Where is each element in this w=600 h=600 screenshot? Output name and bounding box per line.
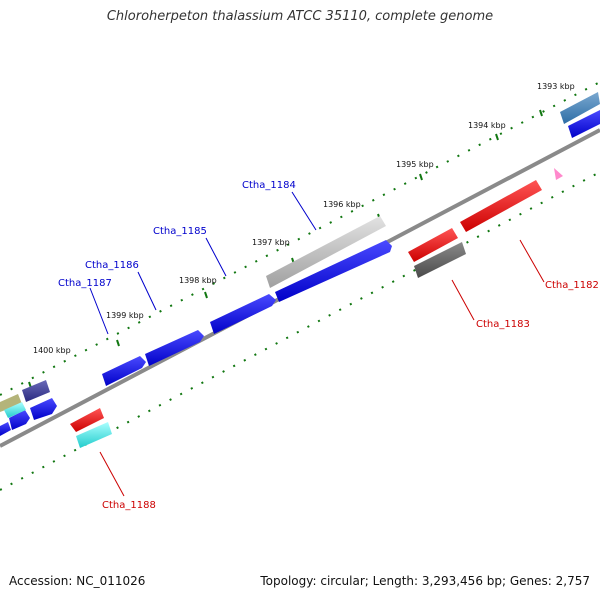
gene-arrow-ctha-1184-pseudo[interactable] [266, 216, 386, 288]
gene-arrow-left-1[interactable] [30, 398, 57, 420]
map-title: Chloroherpeton thalassium ATCC 35110, co… [106, 9, 494, 24]
gene-label[interactable]: Ctha_1187 [58, 278, 112, 289]
outer-tick-ring [0, 81, 600, 396]
reverse-genes [70, 168, 563, 448]
gene-label[interactable]: Ctha_1185 [153, 226, 207, 237]
gene-arrow-ctha-1182-b[interactable] [408, 228, 458, 262]
gene-label[interactable]: Ctha_1182 [545, 280, 599, 291]
major-ticks [28, 109, 543, 389]
gene-arrow-ctha-1182[interactable] [460, 180, 542, 232]
scale-label: 1397 kbp [252, 238, 290, 247]
inner-tick-ring [0, 171, 600, 491]
gene-arrow-left-navy[interactable] [22, 380, 50, 402]
scale-label: 1399 kbp [106, 311, 144, 320]
small-marker[interactable] [554, 168, 563, 180]
label-connectors [89, 191, 545, 497]
gene-arrow-ctha-1188[interactable] [76, 422, 112, 448]
gene-arrow-left-2[interactable] [9, 410, 30, 430]
forward-genes [0, 92, 600, 436]
gene-arrow-ctha-1183[interactable] [414, 242, 466, 278]
gene-label[interactable]: Ctha_1186 [85, 260, 139, 271]
scale-label: 1400 kbp [33, 346, 71, 355]
gene-arrow-ctha-1186[interactable] [145, 330, 204, 366]
gene-arrow-right-2[interactable] [560, 92, 600, 124]
scale-label: 1394 kbp [468, 121, 506, 130]
scale-label: 1398 kbp [179, 276, 217, 285]
gene-label[interactable]: Ctha_1184 [242, 180, 296, 191]
scale-label: 1393 kbp [537, 82, 575, 91]
genome-summary: Topology: circular; Length: 3,293,456 bp… [260, 574, 590, 588]
gene-label[interactable]: Ctha_1183 [476, 319, 530, 330]
gene-arrow-ctha-1185[interactable] [210, 294, 276, 334]
gene-arrow-left-3[interactable] [0, 422, 11, 436]
scale-label: 1395 kbp [396, 160, 434, 169]
gene-arrow-right-1[interactable] [568, 110, 600, 138]
gene-arrow-ctha-1187[interactable] [102, 356, 146, 386]
gene-arrow-ctha-1188-red[interactable] [70, 408, 104, 432]
gene-arrow-left-olive[interactable] [0, 394, 22, 412]
gene-arrow-left-cyan[interactable] [4, 402, 26, 418]
gene-label[interactable]: Ctha_1188 [102, 500, 156, 511]
gene-arrow-ctha-1184[interactable] [275, 240, 392, 302]
accession-text: Accession: NC_011026 [9, 574, 146, 588]
scale-label: 1396 kbp [323, 200, 361, 209]
